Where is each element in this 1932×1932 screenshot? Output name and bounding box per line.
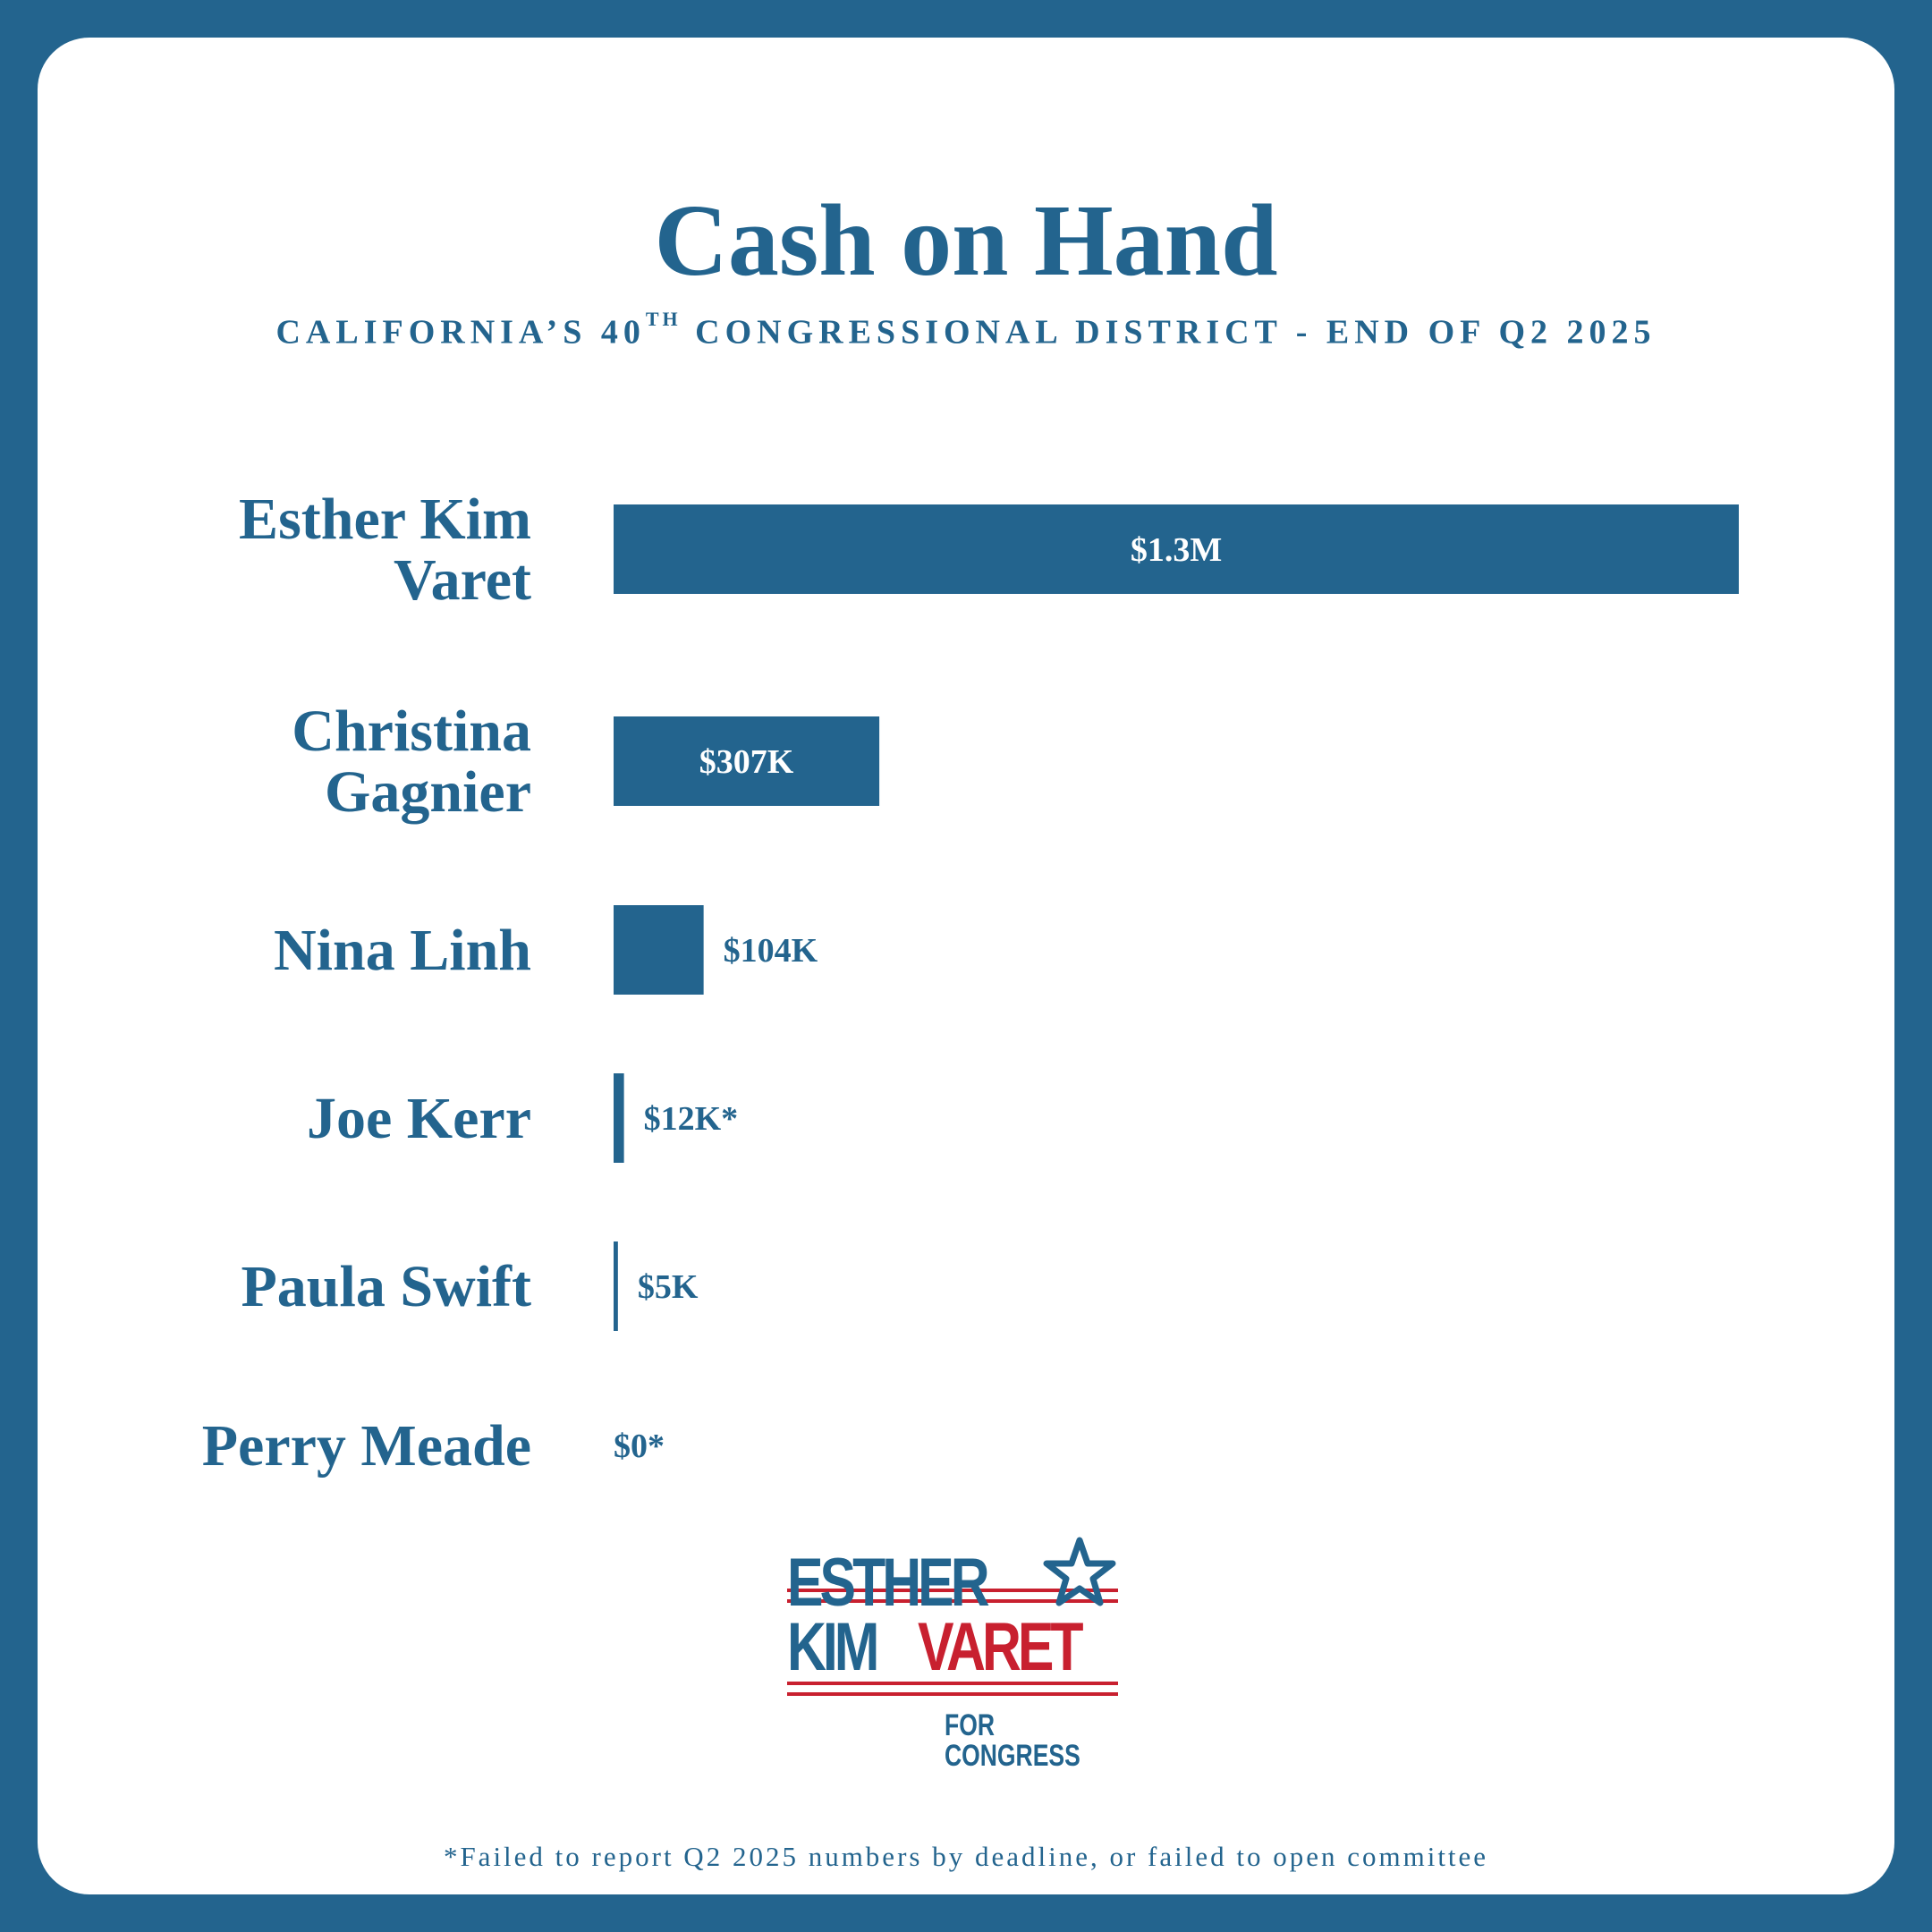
candidate-name-label: Christina	[292, 699, 531, 764]
candidate-name-label: Nina Linh	[274, 918, 531, 983]
card	[38, 38, 1894, 1894]
logo-rule-top	[787, 1589, 1118, 1592]
logo-rule-bottom	[787, 1682, 1118, 1685]
logo-text-kim: KIM	[787, 1609, 879, 1685]
chart-subtitle: CALIFORNIA’S 40TH CONGRESSIONAL DISTRICT…	[0, 309, 1932, 352]
candidate-name-label: Varet	[394, 547, 531, 613]
star-icon	[1043, 1537, 1116, 1606]
logo-rule-top-2	[787, 1599, 1118, 1603]
chart-title: Cash on Hand	[654, 183, 1278, 297]
candidate-name-label: Perry Meade	[202, 1413, 531, 1479]
candidate-name-label: Paula Swift	[241, 1254, 531, 1319]
value-label: $104K	[724, 932, 818, 970]
value-label: $12K*	[644, 1100, 739, 1138]
logo-text-varet: VARET	[918, 1609, 1084, 1685]
bar-paula-swift	[614, 1241, 618, 1331]
value-label: $5K	[638, 1268, 699, 1306]
value-label: $307K	[699, 743, 794, 781]
bar-christina-gagnier	[614, 716, 880, 806]
candidate-name-label: Esther Kim	[239, 487, 531, 552]
footnote: *Failed to report Q2 2025 numbers by dea…	[443, 1841, 1489, 1872]
logo-rule-bottom-2	[787, 1692, 1118, 1696]
bar-nina-linh	[614, 905, 704, 995]
bar-joe-kerr	[614, 1073, 624, 1163]
subtitle-prefix: CALIFORNIA’S 40	[275, 313, 646, 352]
logo-text-esther: ESTHER	[787, 1545, 990, 1621]
value-label: $0*	[614, 1428, 665, 1465]
subtitle-superscript: TH	[645, 308, 682, 330]
value-label: $1.3M	[1131, 531, 1222, 569]
subtitle-suffix: CONGRESSIONAL DISTRICT - END OF Q2 2025	[681, 313, 1657, 352]
candidate-name-label: Joe Kerr	[307, 1086, 531, 1151]
logo-text-for-congress: FOR CONGRESS	[945, 1708, 1080, 1773]
bar-esther-kim-varet	[614, 504, 1739, 594]
campaign-logo: ESTHER KIM VARET FOR CONGRESS	[776, 1531, 1125, 1771]
candidate-name-label: Gagnier	[325, 759, 531, 825]
